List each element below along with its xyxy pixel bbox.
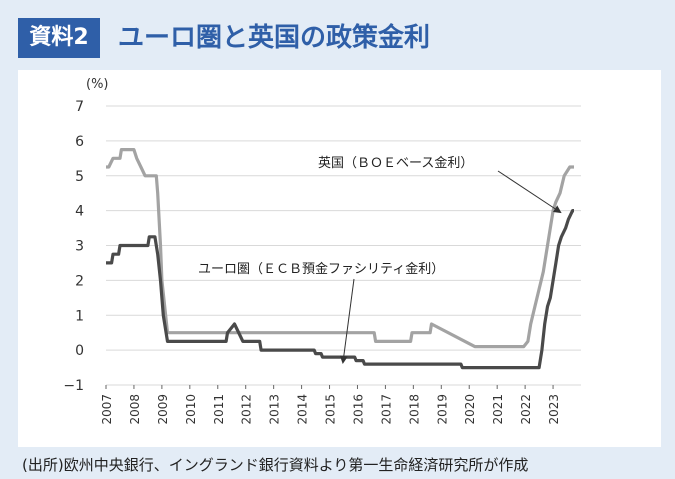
annotation-label-0: 英国（ＢＯＥベース金利）: [318, 155, 473, 171]
y-tick-label: −1: [63, 378, 84, 394]
x-tick-label: 2022: [519, 394, 533, 425]
x-tick-label: 2016: [351, 394, 365, 425]
x-tick-label: 2010: [184, 394, 198, 425]
annotation-arrow-0: [497, 170, 562, 214]
chart-panel: (%) −1 0 1 2 3 4 5 6 7 2007 2008 2009 2010 2011 2012 20…: [18, 70, 661, 447]
chart-title: ユーロ圏と英国の政策金利: [118, 23, 431, 53]
series-lines: [106, 147, 575, 370]
series-line-0: [106, 147, 574, 349]
x-axis: 2007 2008 2009 2010 2011 2012 2013 2014 2015 2016…: [100, 385, 561, 425]
x-tick-label: 2008: [128, 394, 142, 425]
x-tick-label: 2017: [379, 394, 393, 425]
y-tick-label: 7: [75, 99, 84, 115]
x-tick-label: 2018: [407, 394, 421, 425]
x-tick-label: 2015: [324, 394, 338, 425]
annotation-label-1: ユーロ圏（ＥＣＢ預金ファシリティ金利）: [198, 261, 444, 277]
x-tick-label: 2021: [491, 394, 505, 425]
source-note: (出所)欧州中央銀行、イングランド銀行資料より第一生命経済研究所が作成: [22, 456, 529, 474]
y-tick-label: 2: [75, 273, 84, 289]
annotation-arrow-1: [339, 278, 355, 364]
header: 資料2 ユーロ圏と英国の政策金利: [0, 0, 675, 70]
gridlines: [106, 105, 581, 386]
y-tick-label: 0: [75, 343, 84, 359]
x-tick-label: 2019: [435, 394, 449, 425]
x-tick-label: 2011: [212, 394, 226, 425]
y-axis: (%) −1 0 1 2 3 4 5 6 7: [63, 77, 108, 394]
y-tick-label: 3: [75, 239, 84, 255]
annotations: 英国（ＢＯＥベース金利） ユーロ圏（ＥＣＢ預金ファシリティ金利）: [198, 155, 562, 364]
x-tick-label: 2023: [547, 394, 561, 425]
figure-badge: 資料2: [18, 18, 100, 58]
x-tick-label: 2014: [296, 394, 310, 425]
x-tick-label: 2009: [156, 394, 170, 425]
x-tick-label: 2012: [240, 394, 254, 425]
y-tick-label: 5: [75, 169, 84, 185]
x-tick-label: 2013: [268, 394, 282, 425]
y-tick-label: 4: [75, 204, 84, 220]
y-tick-label: 1: [75, 308, 84, 324]
y-tick-label: 6: [75, 134, 84, 150]
x-tick-label: 2007: [100, 394, 114, 425]
y-axis-unit: (%): [86, 77, 109, 92]
series-line-1: [106, 209, 575, 370]
x-tick-label: 2020: [463, 394, 477, 425]
